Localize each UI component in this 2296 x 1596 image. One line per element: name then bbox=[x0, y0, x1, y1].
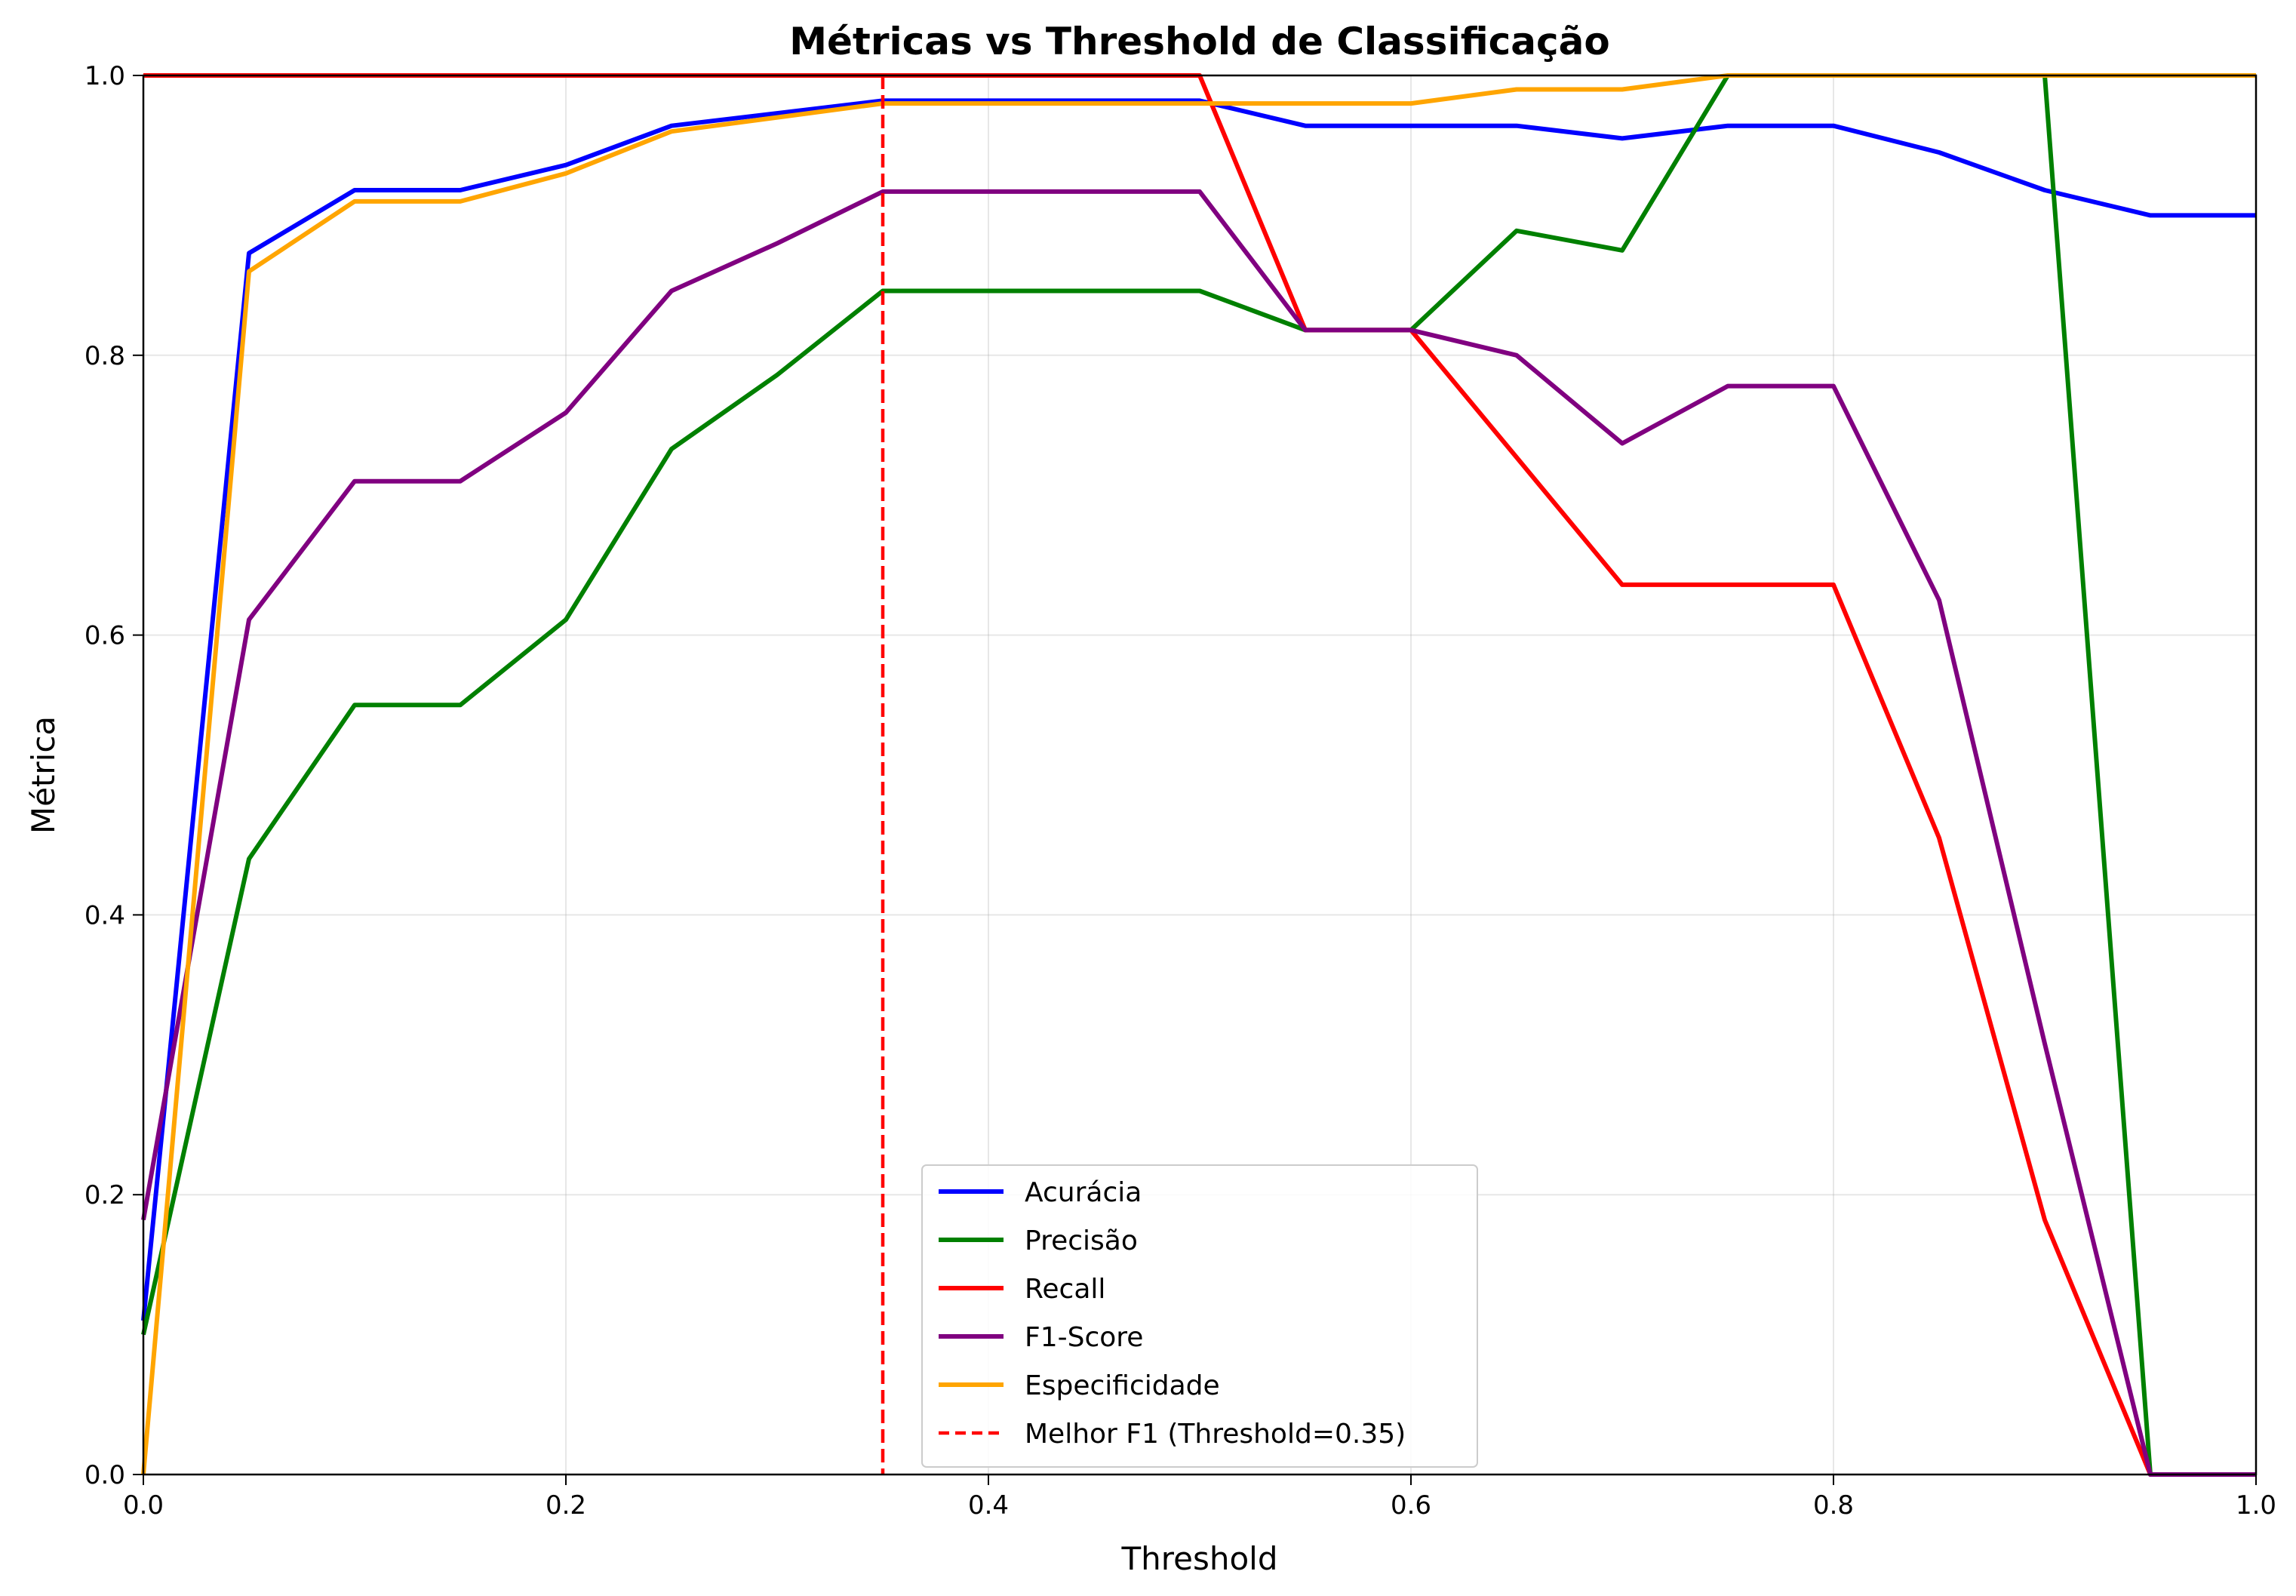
y-axis-label: Métrica bbox=[25, 716, 62, 834]
series-line-f1-score bbox=[141, 189, 2256, 1477]
legend-label: Acurácia bbox=[1025, 1177, 1142, 1208]
x-tick-label: 0.6 bbox=[1391, 1490, 1431, 1521]
plot-frame bbox=[142, 74, 2258, 1476]
x-tick-label: 0.8 bbox=[1813, 1490, 1854, 1521]
legend-label: F1-Score bbox=[1025, 1322, 1143, 1353]
series-line-acuracia bbox=[141, 98, 2256, 1321]
y-tick-label: 0.0 bbox=[85, 1460, 125, 1490]
y-tick-label: 1.0 bbox=[85, 61, 125, 91]
y-tick-label: 0.6 bbox=[85, 621, 125, 651]
y-tick-label: 0.8 bbox=[85, 341, 125, 371]
x-tick-label: 1.0 bbox=[2236, 1490, 2276, 1521]
x-tick-label: 0.0 bbox=[123, 1490, 164, 1521]
chart-title: Métricas vs Threshold de Classificação bbox=[789, 20, 1610, 63]
grid-lines bbox=[143, 75, 2257, 1475]
legend-label: Especificidade bbox=[1025, 1370, 1220, 1401]
x-tick-label: 0.4 bbox=[968, 1490, 1009, 1521]
legend: Acurácia Precisão Recall F1-Score Especifici… bbox=[921, 1164, 1478, 1468]
x-tick-label: 0.2 bbox=[546, 1490, 586, 1521]
y-tick-label: 0.2 bbox=[85, 1180, 125, 1210]
axis-ticks: 0.0 0.2 0.4 0.6 0.8 1.0 0.0 0.2 0.4 0.6 0.8 1.0 bbox=[85, 61, 2276, 1521]
legend-label: Melhor F1 (Threshold=0.35) bbox=[1025, 1419, 1406, 1450]
legend-label: Precisão bbox=[1025, 1225, 1138, 1256]
legend-label: Recall bbox=[1025, 1274, 1105, 1305]
legend-box bbox=[921, 1164, 1478, 1468]
x-axis-label: Threshold bbox=[1121, 1540, 1278, 1577]
y-tick-label: 0.4 bbox=[85, 900, 125, 930]
